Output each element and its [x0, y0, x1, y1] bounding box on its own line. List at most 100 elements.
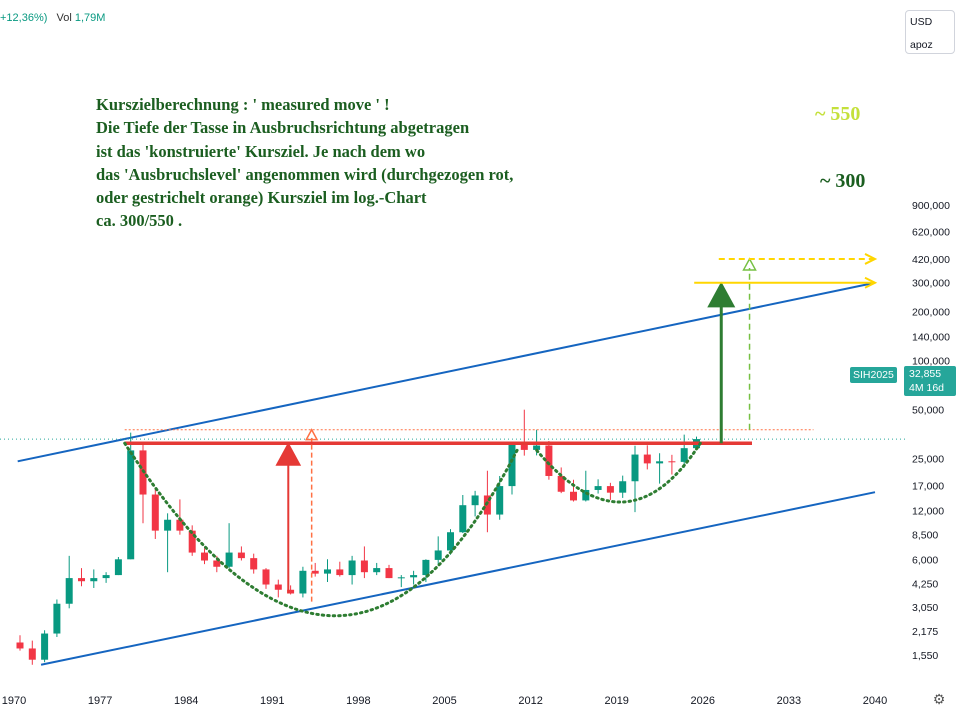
target-300-line-head — [864, 276, 878, 289]
target-300-line — [694, 276, 878, 289]
candle-body — [225, 552, 233, 567]
arrow-dashed-orange-head — [304, 428, 319, 441]
candle-body — [533, 445, 541, 450]
y-tick-label: 1,550 — [912, 650, 938, 662]
candle-body — [41, 633, 49, 660]
x-tick-label: 2040 — [863, 695, 887, 707]
candle-body — [360, 560, 368, 573]
candle-body — [680, 448, 688, 462]
cup-left-arc — [123, 441, 520, 618]
candle-body — [447, 532, 454, 551]
y-tick-label: 2,175 — [912, 626, 938, 638]
candle-body — [434, 550, 442, 560]
cup-right-arc — [535, 441, 702, 504]
candle-body — [422, 559, 430, 576]
candle-body — [557, 475, 565, 492]
candle-body — [471, 495, 479, 506]
candle-body — [90, 578, 98, 582]
x-tick-label: 2005 — [432, 695, 456, 707]
symbol-tag: SIH2025 — [850, 367, 897, 383]
candle-body — [102, 575, 110, 579]
y-tick-label: 12,000 — [912, 505, 944, 517]
annotation-line: Die Tiefe der Tasse in Ausbruchsrichtung… — [96, 118, 470, 138]
candle-body — [274, 584, 282, 590]
target-550-line — [718, 253, 878, 265]
x-tick-label: 1977 — [88, 695, 112, 707]
candle-body — [324, 569, 331, 574]
candle-body — [114, 559, 122, 576]
candle-body — [16, 642, 24, 649]
y-tick-label: 300,000 — [912, 278, 950, 290]
arrow-green-head — [707, 281, 736, 308]
candle-body — [410, 575, 418, 578]
channel-lower-line — [40, 491, 876, 666]
x-tick-label: 2019 — [604, 695, 628, 707]
annotation-line: ca. 300/550 . — [96, 211, 183, 231]
overlay-layer — [123, 253, 878, 618]
candle-body — [570, 491, 577, 501]
y-tick-label: 900,000 — [912, 200, 950, 212]
candle-body — [311, 570, 319, 574]
y-tick-label: 50,000 — [912, 404, 944, 416]
candle-body — [496, 486, 504, 515]
bar-countdown: 4M 16d — [909, 382, 945, 394]
candle-body — [348, 560, 356, 576]
y-tick-label: 200,000 — [912, 306, 950, 318]
arrow-lime-dashed — [742, 257, 757, 430]
candle-body — [582, 489, 590, 501]
candle-body — [656, 461, 664, 464]
channel-upper-line — [17, 281, 876, 463]
last-price-value: 32,855 — [909, 368, 942, 380]
candle-body — [668, 461, 676, 463]
candle-body — [643, 454, 651, 464]
candle-body — [459, 505, 467, 533]
volume-value: 1,79M — [74, 12, 106, 24]
candle-body — [619, 481, 627, 493]
x-tick-label: 2026 — [691, 695, 715, 707]
candle-body — [53, 603, 61, 634]
arrow-solid-red-head — [275, 442, 302, 466]
change-percent: +12,36%) — [0, 12, 48, 24]
arrow-solid-red — [275, 442, 302, 594]
candle-body — [594, 486, 602, 490]
channel-layer — [0, 281, 905, 666]
annotation-line: oder gestrichelt orange) Kursziel im log… — [96, 188, 427, 208]
x-tick-label: 2033 — [777, 695, 801, 707]
candle-layer — [16, 409, 700, 665]
annotation-line: das 'Ausbruchslevel' angenommen wird (du… — [96, 164, 514, 184]
x-tick-label: 1991 — [260, 695, 284, 707]
y-axis: 1,550 2,175 3,050 4,250 6,000 8,500 12,000 17,0… — [912, 200, 950, 662]
x-tick-label: 1998 — [346, 695, 370, 707]
target-label-550: ~ 550 — [815, 103, 861, 125]
candle-body — [299, 570, 307, 594]
x-axis: 1970 1977 1984 1991 1998 2005 2012 2019 2026 2033… — [2, 695, 887, 707]
top-legend: +12,36%) Vol 1,79M — [0, 12, 105, 24]
candle-body — [213, 560, 221, 567]
target-label-300: ~ 300 — [820, 170, 866, 192]
currency-unit: apoz — [910, 39, 933, 51]
candle-body — [631, 454, 639, 482]
candle-body — [65, 578, 73, 604]
candle-body — [201, 552, 208, 561]
candle-body — [127, 450, 135, 560]
y-tick-label: 25,000 — [912, 453, 944, 465]
candle-body — [78, 578, 85, 582]
currency-button[interactable]: USD apoz — [905, 10, 955, 54]
currency-code: USD — [910, 16, 933, 28]
x-tick-label: 1984 — [174, 695, 198, 707]
y-tick-label: 100,000 — [912, 355, 950, 367]
candle-body — [237, 552, 245, 559]
x-tick-label: 1970 — [2, 695, 26, 707]
y-tick-label: 4,250 — [912, 579, 938, 591]
annotation-line: Kurszielberechnung : ' measured move ' ! — [96, 95, 390, 114]
candle-body — [262, 569, 270, 585]
candle-body — [508, 444, 516, 487]
annotation-line: ist das 'konstruierte' Kursziel. Je nach… — [96, 141, 426, 161]
gear-icon[interactable]: ⚙ — [932, 691, 946, 707]
candle-body — [373, 568, 381, 573]
y-tick-label: 3,050 — [912, 602, 938, 614]
y-tick-label: 420,000 — [912, 254, 950, 266]
candle-body — [164, 519, 172, 531]
candle-body — [520, 444, 528, 450]
